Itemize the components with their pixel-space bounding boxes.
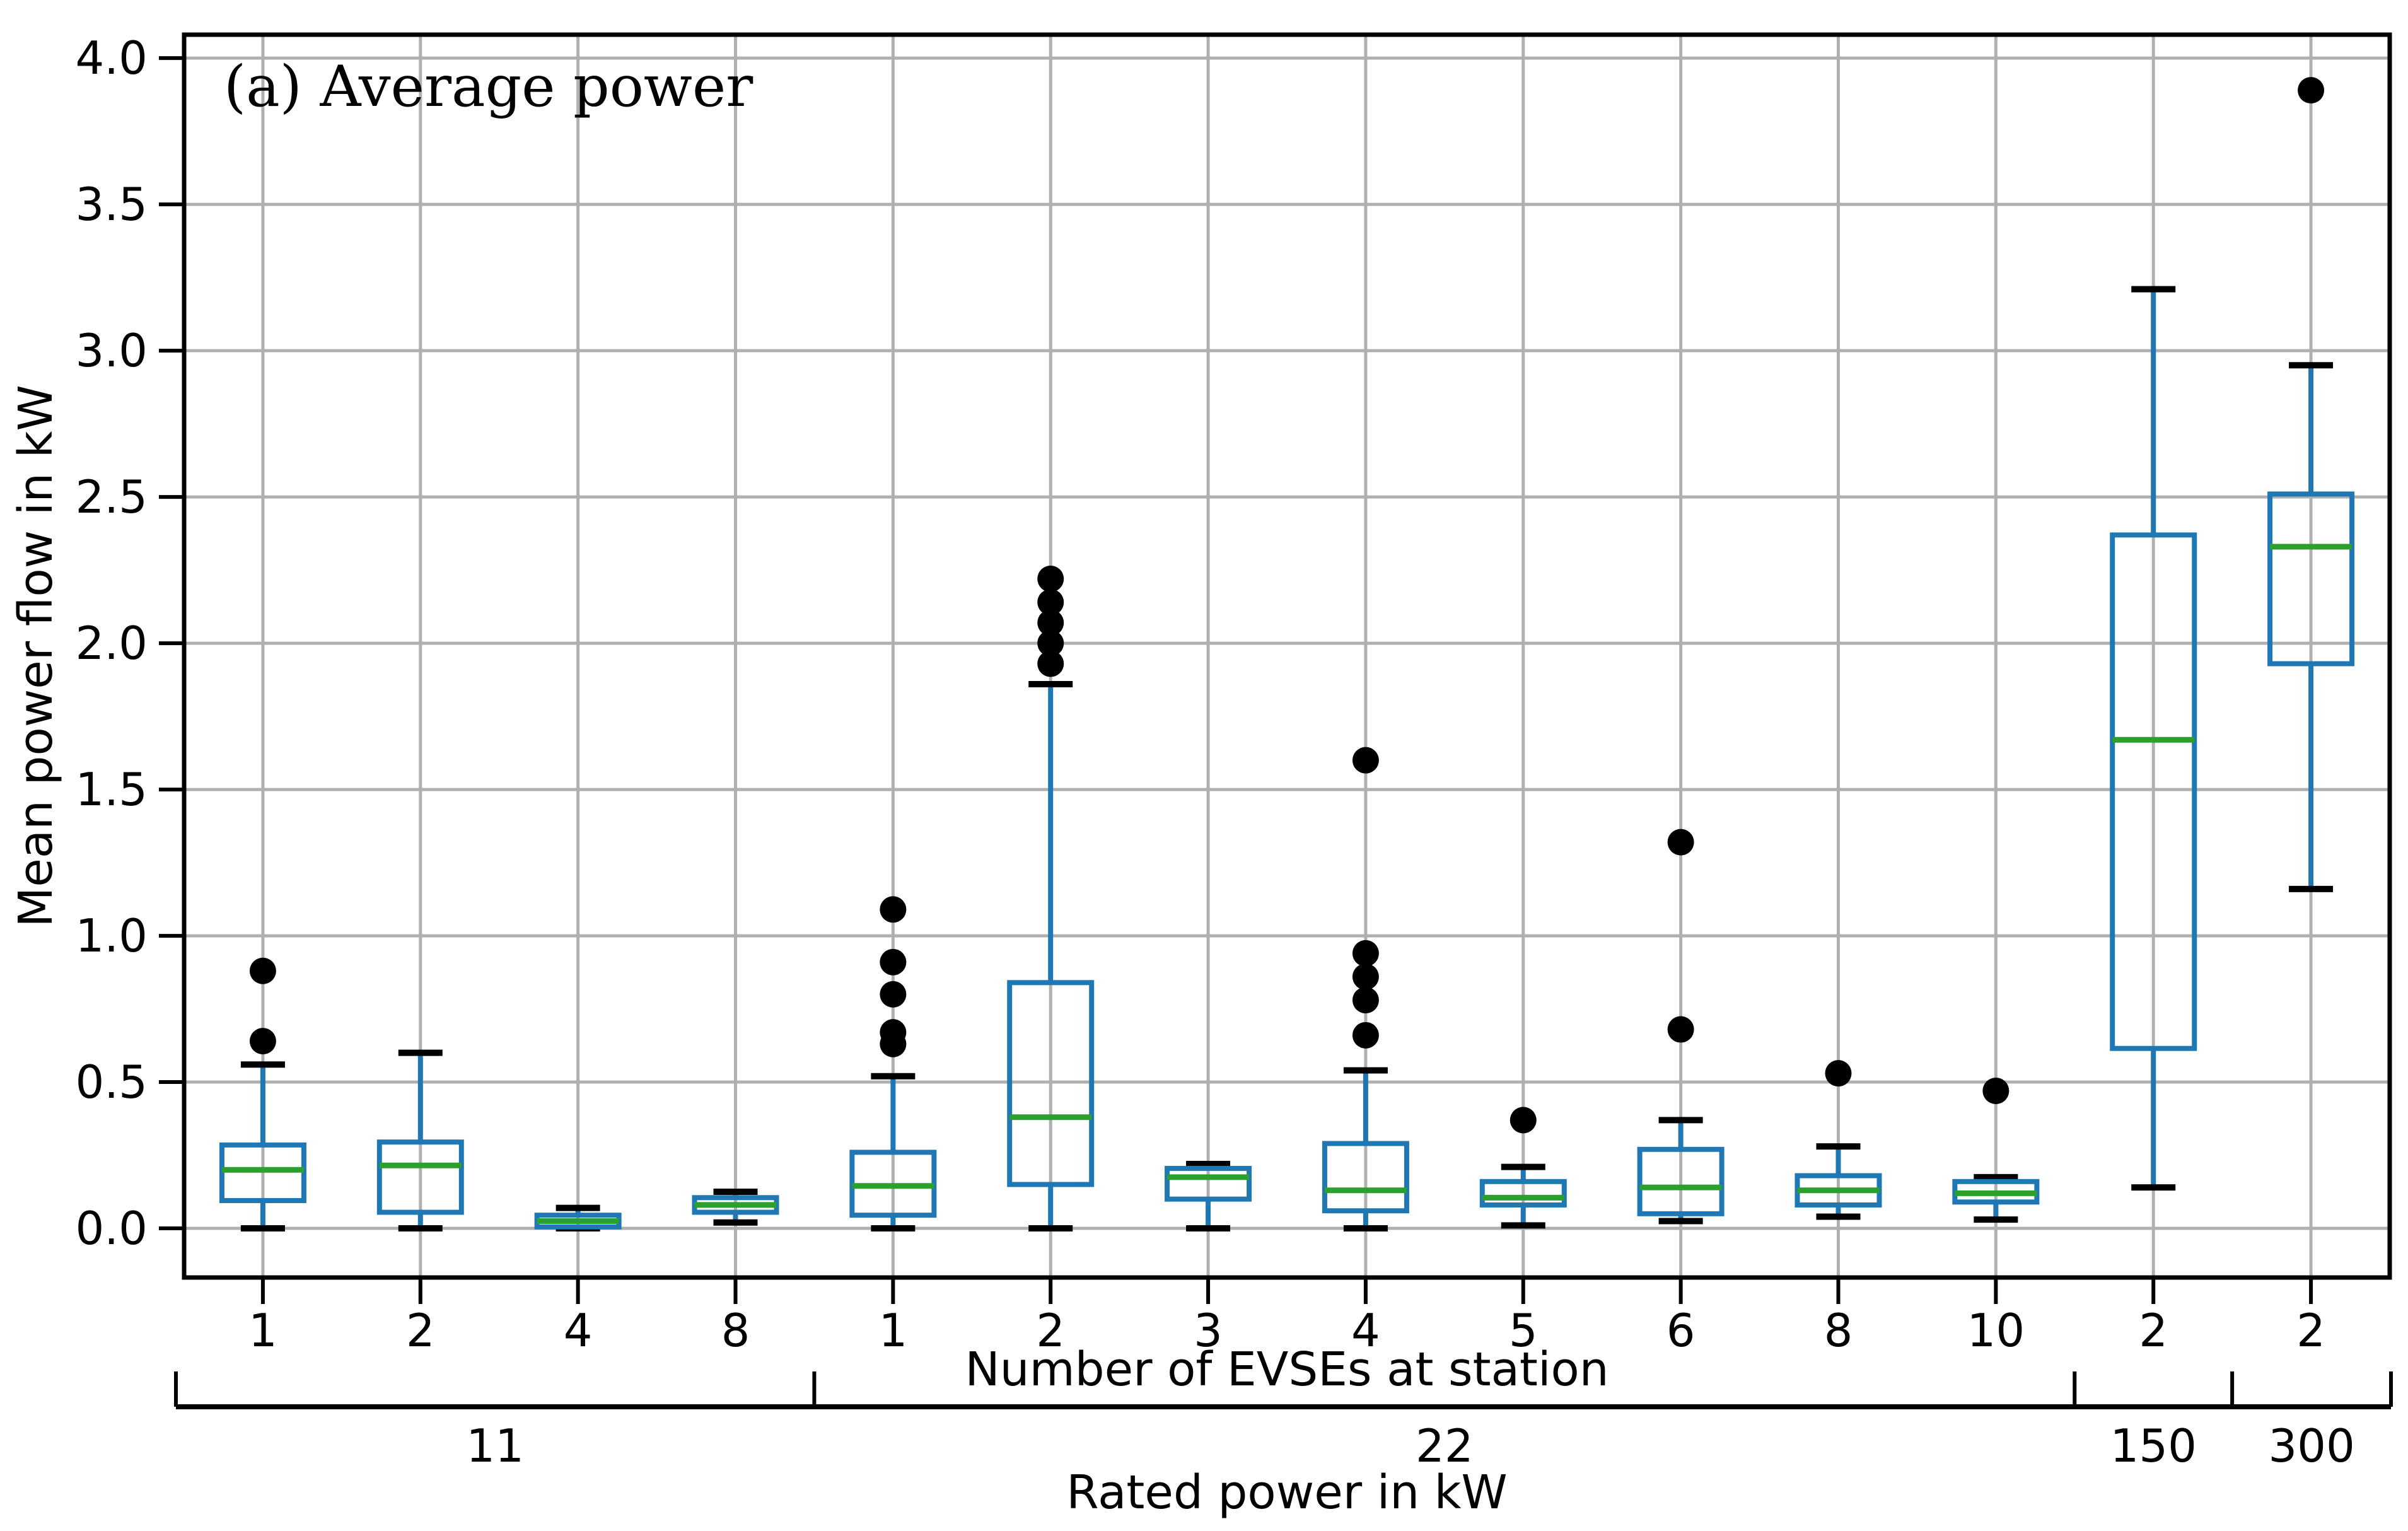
box-group-22kw-10evse (1952, 1077, 2040, 1223)
outlier-dot (1982, 1077, 2010, 1104)
x-tick-label: 2 (2296, 1304, 2325, 1357)
box-group-11kw-2evse (376, 1049, 464, 1232)
outlier-dot (249, 957, 276, 984)
outlier-dot (880, 896, 907, 923)
box-group-22kw-3evse (1165, 1160, 1252, 1232)
box-group-150kw-2evse (2110, 286, 2197, 1191)
outlier-dot (1037, 589, 1064, 616)
y-tick-label: 4.0 (75, 32, 148, 84)
outlier-dot (1352, 963, 1379, 991)
outlier-dot (880, 981, 907, 1008)
rated-power-span-label: 150 (2110, 1419, 2196, 1472)
box-group-22kw-5evse (1479, 1107, 1567, 1229)
outlier-dot (1037, 630, 1064, 657)
outlier-dot (880, 948, 907, 975)
grid-layer (184, 35, 2390, 1278)
y-tick-label: 2.5 (75, 470, 148, 523)
outlier-dot (1667, 1016, 1694, 1043)
outlier-dot (1352, 747, 1379, 774)
x-axis-label: Number of EVSEs at station (965, 1342, 1608, 1397)
outlier-dot (1352, 1022, 1379, 1049)
outlier-dot (1037, 609, 1064, 636)
iqr-box (2110, 532, 2197, 1051)
x-tick-label: 8 (721, 1304, 750, 1357)
outlier-dot (1352, 987, 1379, 1014)
secondary-x-axis-label: Rated power in kW (1066, 1465, 1507, 1520)
outlier-dot (1037, 650, 1064, 677)
y-tick-label: 0.5 (75, 1056, 148, 1109)
y-tick-label: 2.0 (75, 617, 148, 670)
x-tick-label: 4 (564, 1304, 593, 1357)
box-group-22kw-2evse (1007, 566, 1095, 1232)
y-axis-label: Mean power flow in kW (9, 385, 63, 927)
x-tick-label: 1 (248, 1304, 277, 1357)
box-group-22kw-6evse (1637, 829, 1725, 1225)
box-group-11kw-1evse (219, 957, 306, 1232)
box-group-300kw-2evse (2267, 77, 2355, 892)
rated-power-span-label: 22 (1416, 1419, 1474, 1472)
outlier-dot (249, 1028, 276, 1055)
x-tick-label: 5 (1509, 1304, 1538, 1357)
x-tick-label: 3 (1194, 1304, 1223, 1357)
title-annotation: (a) Average power (224, 54, 753, 120)
rated-power-span-label: 300 (2268, 1419, 2354, 1472)
rated-power-span-label: 11 (466, 1419, 524, 1472)
x-tick-label: 2 (1036, 1304, 1065, 1357)
x-tick-label: 2 (2139, 1304, 2168, 1357)
outlier-dot (2298, 77, 2325, 104)
box-group-22kw-1evse (849, 896, 937, 1232)
x-tick-label: 6 (1666, 1304, 1695, 1357)
x-tick-label: 1 (878, 1304, 907, 1357)
y-tick-label: 1.0 (75, 909, 148, 962)
y-tick-label: 0.0 (75, 1202, 148, 1255)
outlier-dot (1037, 566, 1064, 593)
iqr-box (1322, 1141, 1409, 1214)
box-group-22kw-4evse (1322, 747, 1409, 1232)
iqr-box (1637, 1146, 1725, 1216)
outlier-dot (880, 1019, 907, 1046)
y-tick-label: 3.0 (75, 324, 148, 377)
iqr-box (1479, 1179, 1567, 1208)
outlier-dot (1667, 829, 1694, 856)
box-group-22kw-8evse (1794, 1060, 1882, 1220)
y-tick-label: 3.5 (75, 178, 148, 231)
box-group-11kw-8evse (692, 1189, 779, 1226)
outlier-dot (1825, 1060, 1852, 1087)
iqr-box (1165, 1165, 1252, 1202)
outlier-dot (1509, 1107, 1537, 1134)
iqr-box (376, 1139, 464, 1215)
x-tick-label: 8 (1824, 1304, 1853, 1357)
box-group-11kw-4evse (534, 1204, 622, 1232)
outlier-dot (1352, 940, 1379, 967)
iqr-box (219, 1142, 306, 1203)
iqr-box (2267, 491, 2355, 667)
iqr-box (1007, 980, 1095, 1187)
x-tick-label: 10 (1967, 1304, 2025, 1357)
x-tick-label: 4 (1351, 1304, 1380, 1357)
plot-border (182, 32, 2392, 1280)
y-tick-label: 1.5 (75, 763, 148, 816)
x-tick-label: 2 (406, 1304, 435, 1357)
